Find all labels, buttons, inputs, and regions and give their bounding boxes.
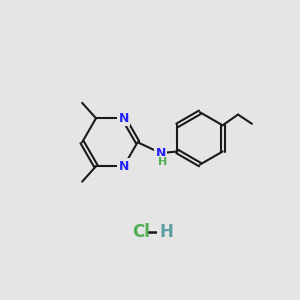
Text: H: H: [158, 157, 168, 166]
Text: N: N: [155, 146, 166, 160]
Text: Cl: Cl: [133, 223, 150, 241]
Text: H: H: [159, 223, 173, 241]
Text: N: N: [118, 112, 129, 125]
Text: N: N: [118, 160, 129, 173]
